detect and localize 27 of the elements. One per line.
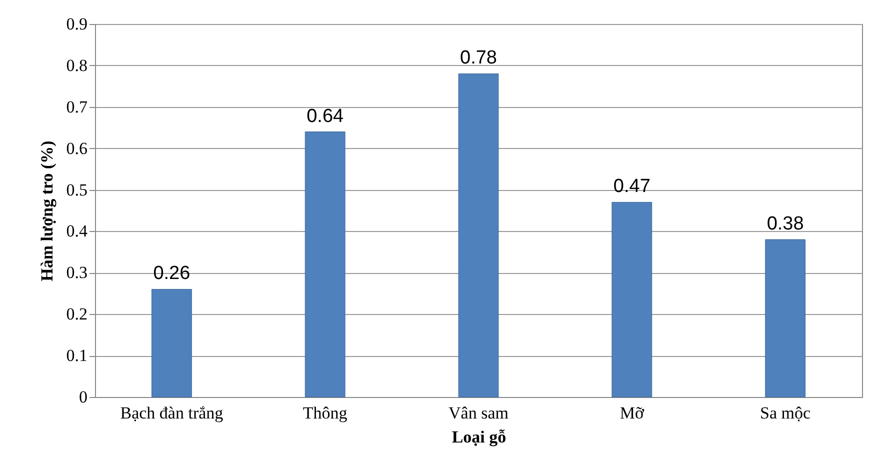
data-label: 0.47 [613, 176, 650, 198]
bar [612, 202, 652, 398]
data-label: 0.78 [460, 48, 497, 69]
bar [152, 288, 192, 398]
x-axis-title: Loại gỗ [452, 428, 506, 446]
y-tick-label: 0 [79, 388, 88, 406]
data-label: 0.64 [306, 106, 344, 127]
y-tick-label: 0.4 [66, 222, 88, 241]
x-tick-label: Sa mộc [760, 404, 812, 422]
y-tick-label: 0.8 [66, 56, 88, 75]
x-tick-label: Thông [302, 404, 348, 422]
bar [458, 73, 499, 398]
data-label: 0.38 [766, 214, 804, 235]
data-label: 0.26 [153, 263, 190, 284]
bar [765, 239, 806, 398]
bar [304, 132, 346, 398]
y-tick-label: 0.7 [66, 97, 88, 116]
x-tick-label: Vân sam [448, 404, 508, 422]
x-tick-label: Mỡ [620, 404, 645, 422]
y-tick-label: 0.1 [66, 346, 88, 366]
y-tick-label: 0.9 [66, 14, 88, 34]
y-tick-label: 0.5 [66, 180, 88, 200]
x-tick-label: Bạch đàn trắng [120, 404, 224, 422]
y-tick-label: 0.6 [66, 138, 88, 158]
y-tick-label: 0.2 [66, 304, 88, 324]
y-axis-title: Hàm lượng tro (%) [37, 140, 56, 282]
y-tick-label: 0.3 [66, 263, 88, 282]
